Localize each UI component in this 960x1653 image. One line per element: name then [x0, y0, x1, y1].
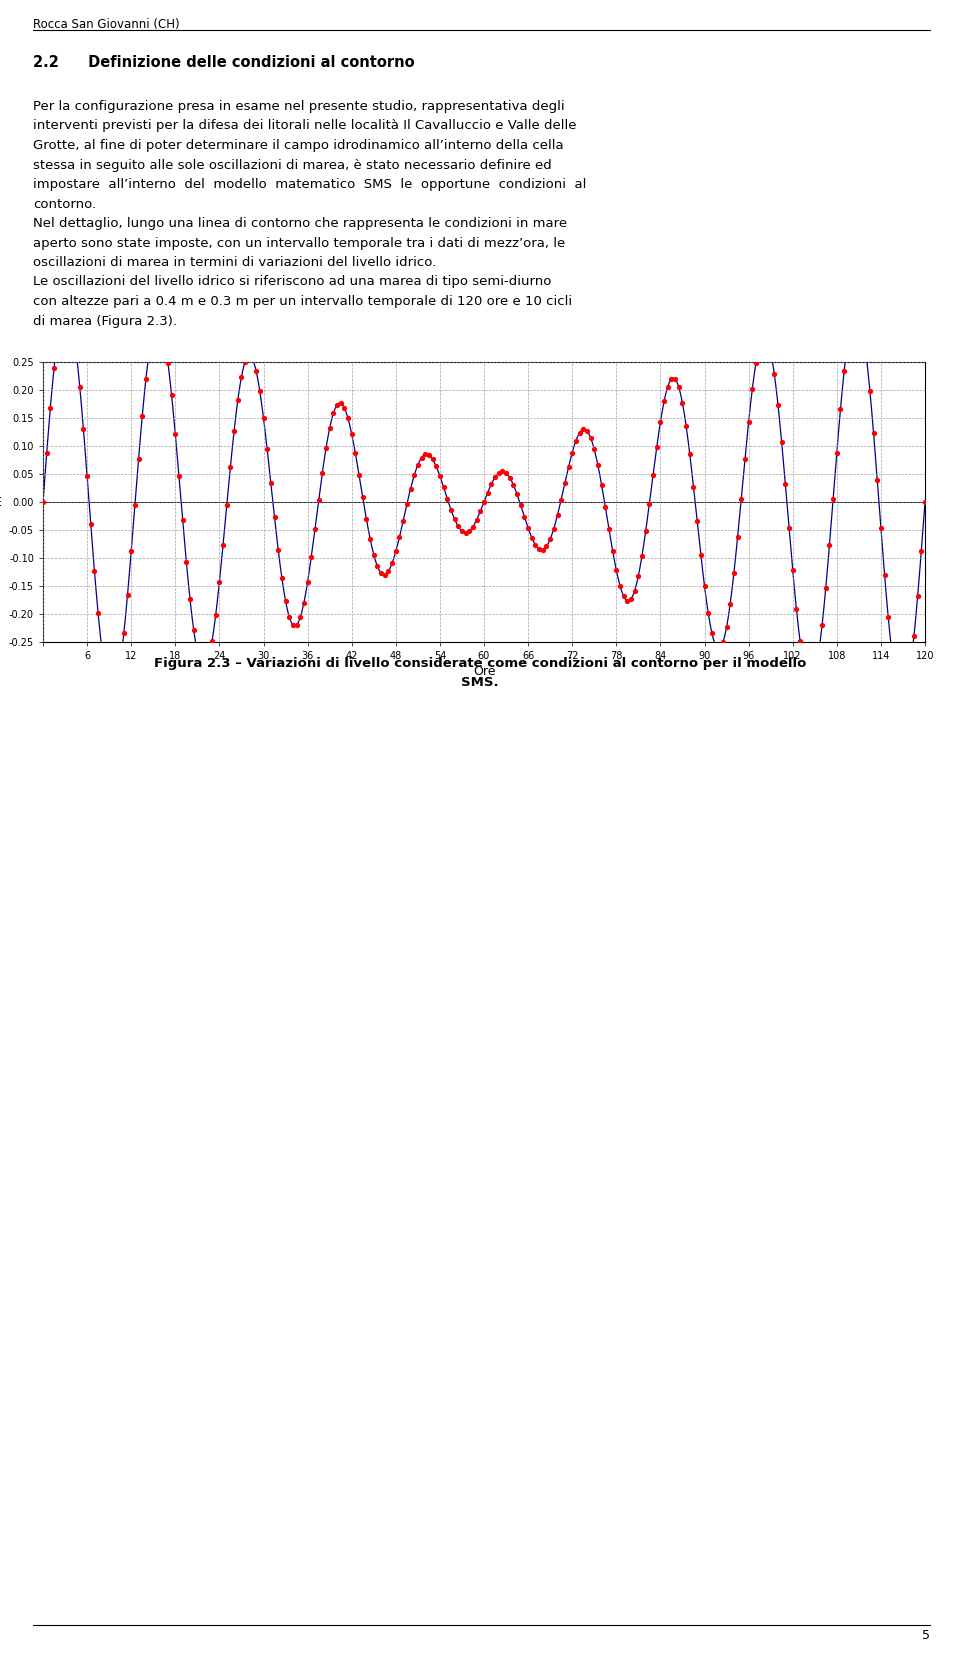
Text: Figura 2.3 – Variazioni di livello considerate come condizioni al contorno per i: Figura 2.3 – Variazioni di livello consi… — [154, 656, 806, 669]
Text: impostare  all’interno  del  modello  matematico  SMS  le  opportune  condizioni: impostare all’interno del modello matema… — [33, 179, 587, 192]
Text: stessa in seguito alle sole oscillazioni di marea, è stato necessario definire e: stessa in seguito alle sole oscillazioni… — [33, 159, 552, 172]
Text: SMS.: SMS. — [461, 676, 499, 689]
Text: di marea (Figura 2.3).: di marea (Figura 2.3). — [33, 314, 177, 327]
Text: Le oscillazioni del livello idrico si riferiscono ad una marea di tipo semi-diur: Le oscillazioni del livello idrico si ri… — [33, 276, 551, 289]
Text: Nel dettaglio, lungo una linea di contorno che rappresenta le condizioni in mare: Nel dettaglio, lungo una linea di contor… — [33, 217, 567, 230]
Text: interventi previsti per la difesa dei litorali nelle località Il Cavalluccio e V: interventi previsti per la difesa dei li… — [33, 119, 577, 132]
Text: 2.2  Definizione delle condizioni al contorno: 2.2 Definizione delle condizioni al cont… — [33, 55, 415, 69]
Text: contorno.: contorno. — [33, 197, 96, 210]
Text: 5: 5 — [922, 1628, 930, 1641]
Text: Grotte, al fine di poter determinare il campo idrodinamico all’interno della cel: Grotte, al fine di poter determinare il … — [33, 139, 564, 152]
Text: con altezze pari a 0.4 m e 0.3 m per un intervallo temporale di 120 ore e 10 cic: con altezze pari a 0.4 m e 0.3 m per un … — [33, 294, 572, 307]
Text: Rocca San Giovanni (CH): Rocca San Giovanni (CH) — [33, 18, 180, 31]
X-axis label: Ore: Ore — [472, 665, 495, 678]
Text: aperto sono state imposte, con un intervallo temporale tra i dati di mezz’ora, l: aperto sono state imposte, con un interv… — [33, 236, 565, 250]
Text: Per la configurazione presa in esame nel presente studio, rappresentativa degli: Per la configurazione presa in esame nel… — [33, 99, 564, 112]
Text: oscillazioni di marea in termini di variazioni del livello idrico.: oscillazioni di marea in termini di vari… — [33, 256, 436, 269]
Y-axis label: E: E — [0, 496, 2, 509]
